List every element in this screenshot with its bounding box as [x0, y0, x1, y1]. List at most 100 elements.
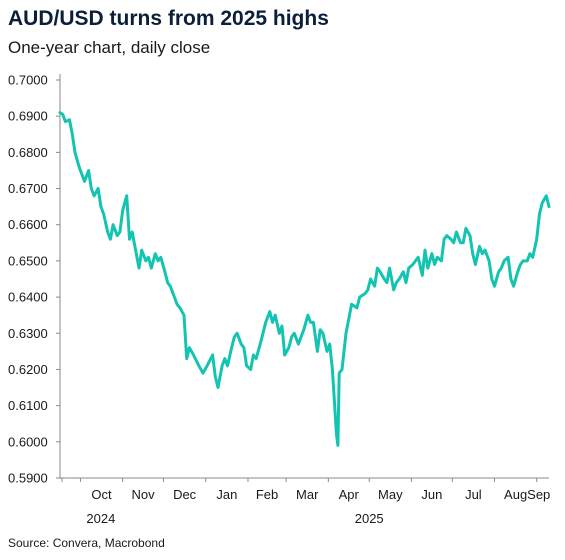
data-point: [508, 257, 509, 258]
x-tick-label: Jul: [465, 487, 482, 502]
data-point: [425, 250, 426, 251]
y-tick-label: 0.6800: [8, 145, 48, 160]
x-tick-label: Dec: [173, 487, 197, 502]
data-point: [489, 260, 490, 261]
x-axis: Oct Nov Dec Jan Feb Mar Apr May Jun Jul Aug Sep 2024…: [60, 477, 550, 526]
data-point: [72, 134, 73, 135]
data-point: [415, 260, 416, 261]
data-point: [475, 264, 476, 265]
data-point: [527, 260, 528, 261]
y-tick-label: 0.7000: [8, 73, 48, 88]
data-point: [224, 358, 225, 359]
year-label: 2025: [355, 511, 384, 526]
data-point: [231, 347, 232, 348]
data-point: [329, 344, 330, 345]
data-point: [494, 286, 495, 287]
y-tick-label: 0.6100: [8, 398, 48, 413]
data-point: [139, 268, 140, 269]
data-point: [265, 322, 266, 323]
data-point: [427, 268, 428, 269]
data-point: [100, 206, 101, 207]
data-point: [263, 333, 264, 334]
data-point: [203, 373, 204, 374]
data-point: [212, 355, 213, 356]
data-point: [356, 307, 357, 308]
x-tick-label: Feb: [256, 487, 278, 502]
data-point: [539, 213, 540, 214]
data-point: [179, 307, 180, 308]
data-point: [301, 336, 302, 337]
y-tick-label: 0.6700: [8, 181, 48, 196]
data-point: [393, 289, 394, 290]
chart-subtitle: One-year chart, daily close: [8, 38, 211, 57]
data-point: [513, 286, 514, 287]
data-point: [122, 210, 123, 211]
data-point: [523, 260, 524, 261]
data-point: [164, 271, 165, 272]
y-tick-label: 0.6400: [8, 290, 48, 305]
data-point: [498, 271, 499, 272]
data-point: [269, 311, 270, 312]
data-point: [463, 242, 464, 243]
data-point: [422, 275, 423, 276]
data-point: [310, 322, 311, 323]
data-point: [504, 260, 505, 261]
data-point: [456, 232, 457, 233]
data-point: [234, 336, 235, 337]
data-point: [174, 297, 175, 298]
data-point: [151, 268, 152, 269]
data-point: [380, 271, 381, 272]
data-point: [529, 253, 530, 254]
data-point: [370, 279, 371, 280]
data-point: [408, 268, 409, 269]
data-point: [389, 268, 390, 269]
data-point: [336, 434, 337, 435]
y-tick-label: 0.6000: [8, 434, 48, 449]
data-point: [298, 344, 299, 345]
data-point: [170, 286, 171, 287]
data-point: [399, 279, 400, 280]
data-point: [113, 224, 114, 225]
data-point: [542, 203, 543, 204]
data-point: [294, 333, 295, 334]
y-tick-label: 0.6500: [8, 253, 48, 268]
data-point: [374, 286, 375, 287]
data-point: [186, 358, 187, 359]
data-point: [317, 351, 318, 352]
data-point: [88, 170, 89, 171]
data-point: [256, 358, 257, 359]
y-axis: 0.5900 0.6000 0.6100 0.6200 0.6300 0.6400 0.65…: [8, 73, 61, 486]
data-point: [327, 351, 328, 352]
data-point: [549, 206, 550, 207]
data-point: [218, 387, 219, 388]
data-point: [246, 365, 247, 366]
data-point: [441, 260, 442, 261]
data-point: [406, 282, 407, 283]
data-point: [241, 344, 242, 345]
data-point: [227, 365, 228, 366]
data-point: [472, 253, 473, 254]
data-point: [103, 213, 104, 214]
series-layer: [58, 111, 551, 447]
data-point: [260, 344, 261, 345]
data-point: [184, 315, 185, 316]
data-point: [60, 112, 61, 113]
data-point: [412, 264, 413, 265]
data-point: [536, 239, 537, 240]
data-point: [237, 333, 238, 334]
data-point: [303, 329, 304, 330]
y-tick-label: 0.6300: [8, 326, 48, 341]
x-tick-label: Jan: [216, 487, 237, 502]
data-point: [332, 369, 333, 370]
data-point: [322, 333, 323, 334]
data-point: [65, 121, 66, 122]
data-point: [367, 289, 368, 290]
x-tick-label: Mar: [296, 487, 319, 502]
data-point: [479, 246, 480, 247]
data-point: [207, 365, 208, 366]
data-point: [91, 188, 92, 189]
data-point: [307, 315, 308, 316]
data-point: [148, 257, 149, 258]
data-point: [94, 195, 95, 196]
data-point: [450, 239, 451, 240]
